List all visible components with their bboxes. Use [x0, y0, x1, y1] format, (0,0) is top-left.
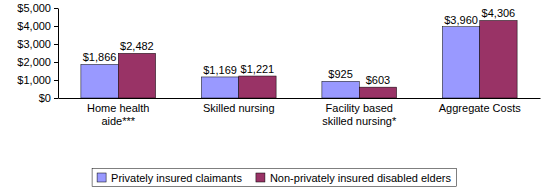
y-tick: $2,000: [17, 56, 58, 68]
legend-item: Non-privately insured disabled elders: [256, 172, 451, 184]
chart: $0 $1,000 $2,000 $3,000 $4,000 $5,000 Home hea…: [0, 0, 548, 195]
y-tick-mark: [54, 62, 58, 63]
y-tick-mark: [54, 26, 58, 27]
legend-swatch: [97, 173, 106, 182]
y-tick-label: $1,000: [17, 74, 51, 86]
y-tick-mark: [54, 98, 58, 99]
legend: Privately insured claimants Non-privately…: [92, 169, 456, 187]
bars: [81, 20, 517, 98]
y-tick-label: $2,000: [17, 56, 51, 68]
y-axis: $0 $1,000 $2,000 $3,000 $4,000 $5,000: [17, 2, 58, 104]
legend-label: Non-privately insured disabled elders: [270, 172, 451, 184]
y-tick: $0: [39, 92, 58, 104]
data-label: $925: [328, 68, 352, 80]
y-tick-mark: [54, 80, 58, 81]
y-tick-mark: [54, 44, 58, 45]
x-tick-label: Home healthaide***: [87, 102, 149, 127]
legend-frame: [92, 169, 456, 187]
bar: [359, 87, 396, 98]
bar: [322, 81, 359, 98]
data-label: $1,221: [241, 63, 275, 75]
data-label: $2,482: [120, 40, 154, 52]
y-tick: $4,000: [17, 20, 58, 32]
x-tick-labels: Home healthaide*** Skilled nursing Facilit…: [87, 102, 521, 127]
data-labels: $1,866 $1,169 $925 $3,960 $2,482 $1,221 $603 $4…: [83, 7, 516, 86]
y-tick: $5,000: [17, 2, 58, 14]
legend-swatch: [256, 173, 265, 182]
data-label: $4,306: [482, 7, 516, 19]
x-axis-line: [59, 98, 541, 99]
y-tick-label: $5,000: [17, 2, 51, 14]
bar: [480, 20, 517, 98]
y-tick-label: $4,000: [17, 20, 51, 32]
legend-label: Privately insured claimants: [111, 172, 242, 184]
data-label: $1,169: [203, 64, 237, 76]
bar: [442, 27, 479, 98]
x-axis: [59, 98, 541, 100]
y-tick: $3,000: [17, 38, 58, 50]
bar: [239, 76, 276, 98]
y-tick-mark: [54, 8, 58, 9]
y-tick-label: $0: [39, 92, 51, 104]
data-label: $1,866: [83, 51, 117, 63]
x-tick-label: Facility basedskilled nursing*: [322, 102, 397, 127]
y-axis-line: [58, 9, 59, 99]
bar: [81, 64, 118, 98]
bar: [201, 77, 238, 98]
y-tick: $1,000: [17, 74, 58, 86]
x-tick-label: Skilled nursing: [203, 102, 275, 114]
legend-item: Privately insured claimants: [97, 172, 242, 184]
data-label: $603: [366, 74, 390, 86]
data-label: $3,960: [444, 14, 478, 26]
x-tick-label: Aggregate Costs: [439, 102, 521, 114]
y-tick-label: $3,000: [17, 38, 51, 50]
bar: [118, 53, 155, 98]
